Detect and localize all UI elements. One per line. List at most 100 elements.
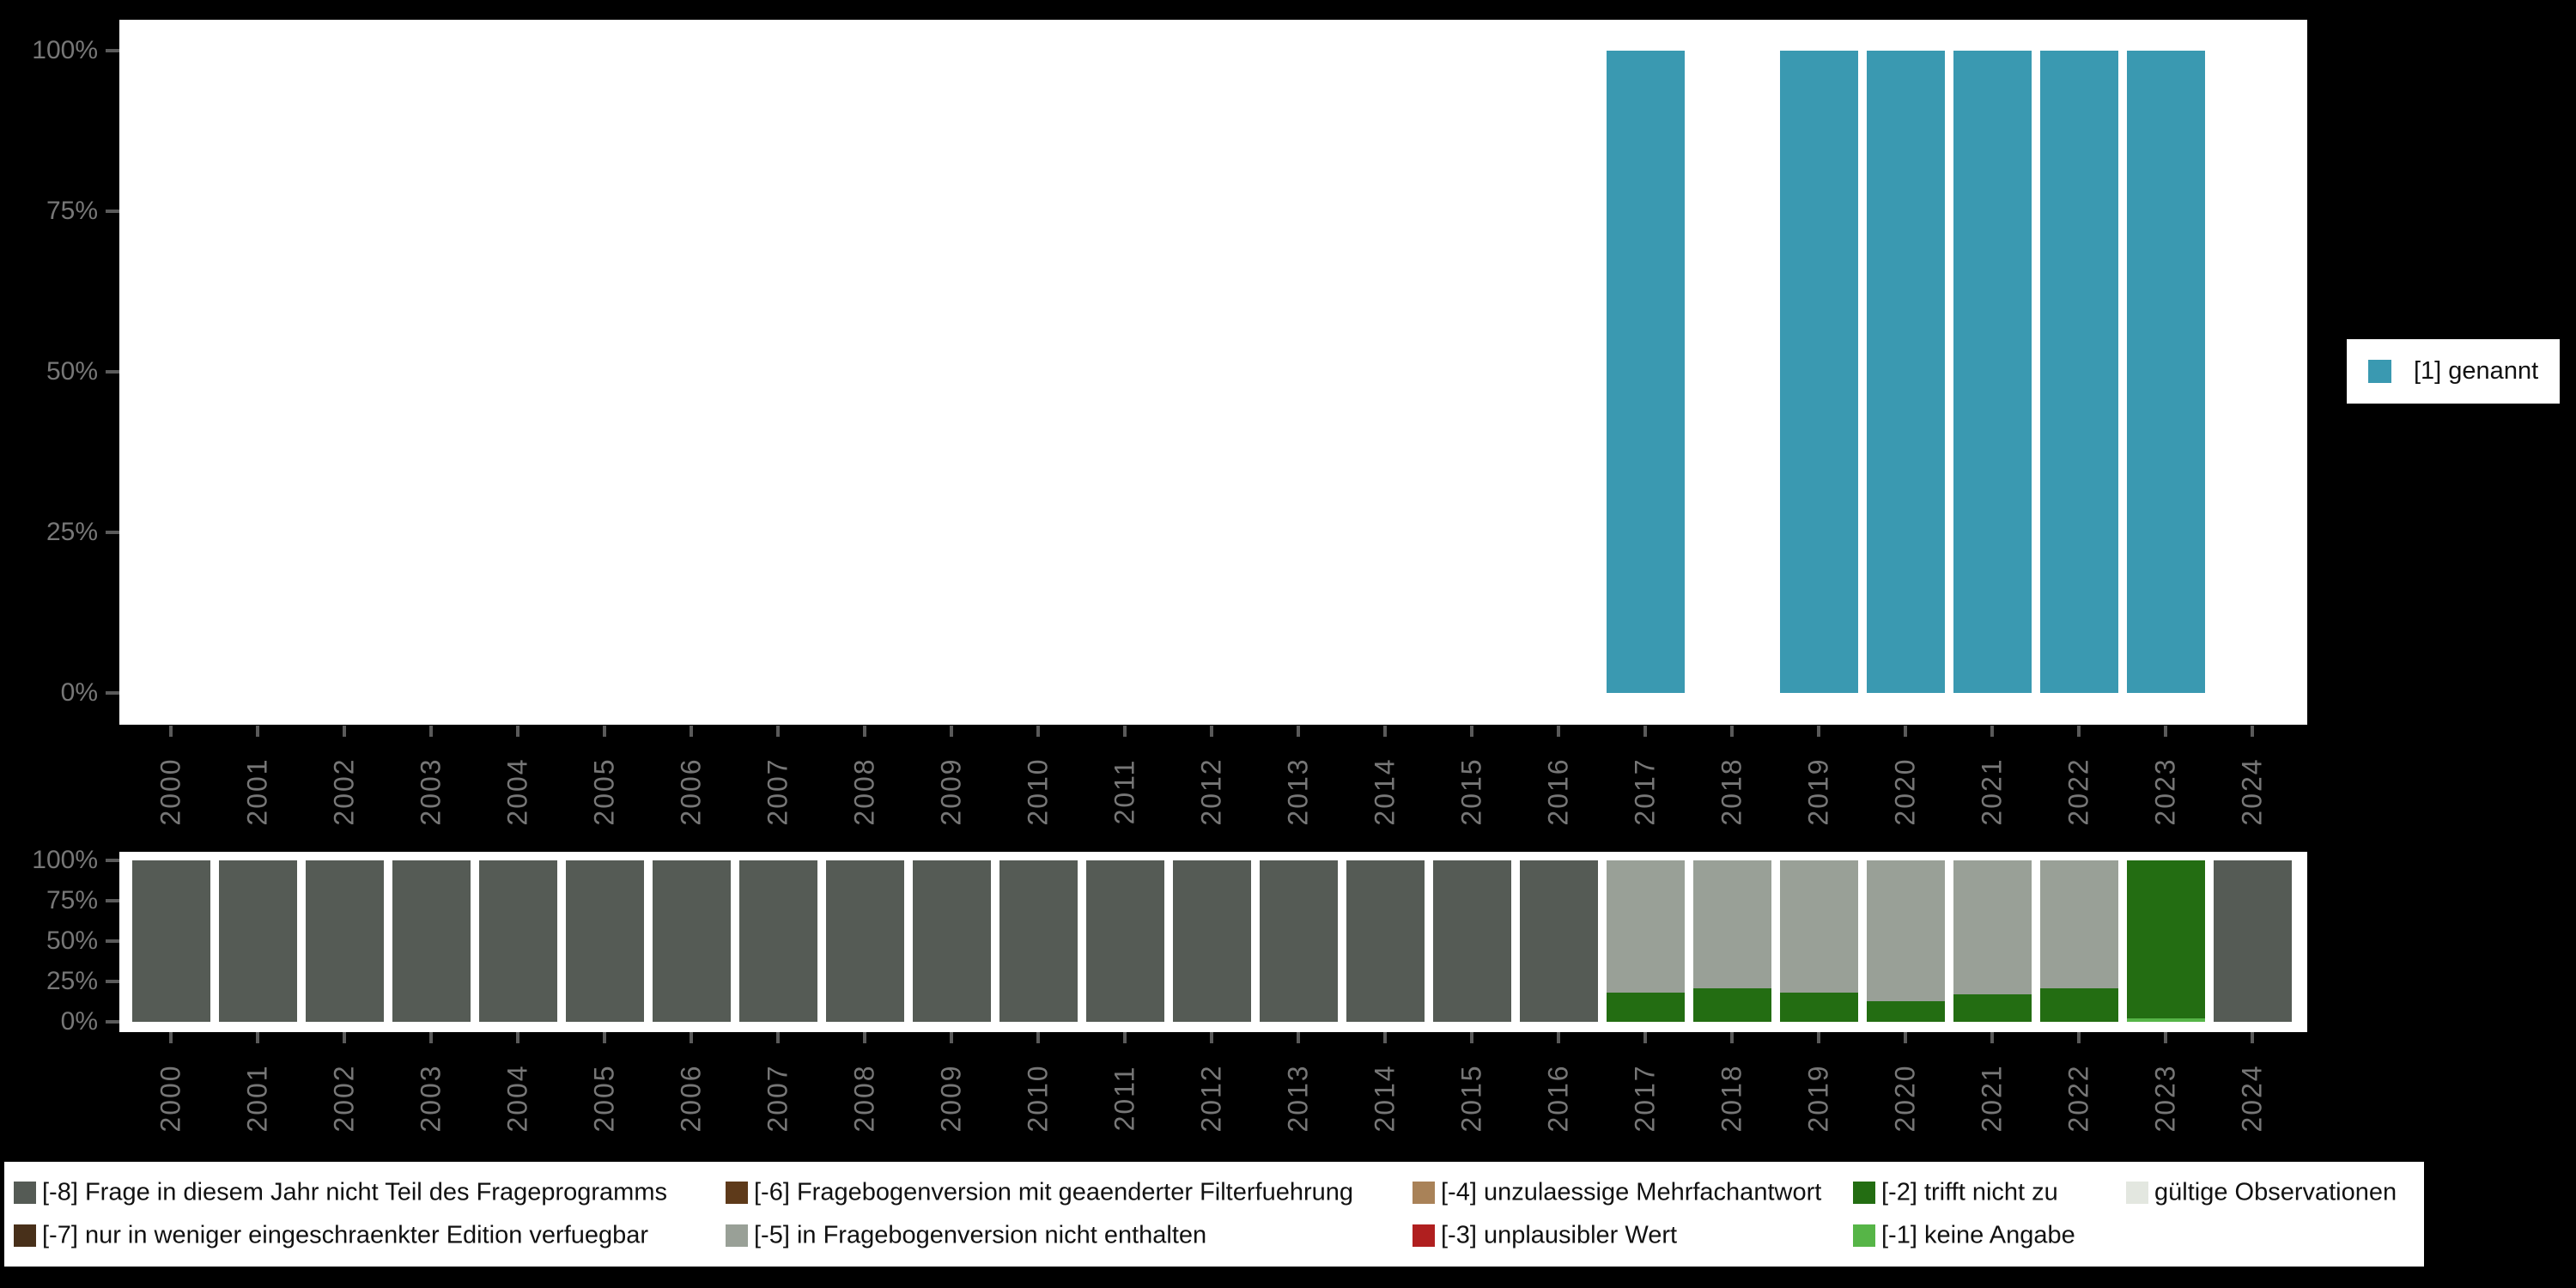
x-tick-label-chart2: 2024 <box>2236 1064 2268 1133</box>
x-tick-chart1 <box>2077 726 2081 737</box>
bar-segment <box>652 860 731 1022</box>
bar-segment <box>2126 1018 2205 1022</box>
y-tick-label-chart1: 0% <box>60 678 98 707</box>
x-tick-label-chart1: 2011 <box>1109 758 1140 825</box>
y-tick-chart1 <box>106 210 119 213</box>
x-tick-label-chart1: 2014 <box>1369 757 1400 826</box>
legend-label: [-8] Frage in diesem Jahr nicht Teil des… <box>42 1178 667 1206</box>
x-tick-label-chart1: 2004 <box>501 757 533 826</box>
x-tick-chart2 <box>1990 1032 1994 1043</box>
bar-segment <box>2039 51 2118 693</box>
x-tick-label-chart1: 2009 <box>935 757 967 826</box>
x-tick-label-chart2: 2018 <box>1716 1064 1747 1133</box>
x-tick-chart2 <box>2077 1032 2081 1043</box>
y-tick-chart1 <box>106 49 119 52</box>
x-tick-label-chart2: 2012 <box>1195 1064 1227 1133</box>
x-tick-chart2 <box>1297 1032 1300 1043</box>
bar-segment <box>1953 51 2032 693</box>
y-tick-label-chart1: 100% <box>32 36 98 64</box>
bar-segment <box>1953 860 2032 995</box>
legend-label: [-3] unplausibler Wert <box>1441 1221 1678 1249</box>
x-tick-label-chart1: 2005 <box>588 757 620 826</box>
x-tick-label-chart1: 2003 <box>415 757 447 826</box>
x-tick-label-chart1: 2024 <box>2236 757 2268 826</box>
x-tick-chart1 <box>1557 726 1560 737</box>
bar-segment <box>1519 860 1598 1022</box>
x-tick-chart1 <box>343 726 346 737</box>
bar-segment <box>2039 987 2118 1022</box>
y-tick-chart2 <box>106 1020 119 1024</box>
x-tick-label-chart1: 2001 <box>241 757 273 826</box>
legend-right: [1] genannt <box>2347 339 2560 404</box>
x-tick-chart1 <box>776 726 780 737</box>
x-tick-chart1 <box>1297 726 1300 737</box>
legend-label: [-2] trifft nicht zu <box>1881 1178 2058 1206</box>
x-tick-chart1 <box>1643 726 1647 737</box>
y-tick-chart1 <box>106 531 119 534</box>
y-tick-chart2 <box>106 980 119 983</box>
bar-segment <box>2126 51 2205 693</box>
y-tick-label-chart2: 25% <box>46 967 98 995</box>
x-tick-label-chart2: 2008 <box>848 1064 880 1133</box>
bar-segment <box>1085 860 1164 1022</box>
bar-segment <box>912 860 991 1022</box>
x-tick-chart2 <box>863 1032 866 1043</box>
x-tick-label-chart1: 2008 <box>848 757 880 826</box>
x-tick-label-chart2: 2013 <box>1282 1064 1314 1133</box>
x-tick-chart1 <box>1990 726 1994 737</box>
x-tick-label-chart1: 2013 <box>1282 757 1314 826</box>
x-tick-label-chart2: 2016 <box>1542 1064 1574 1133</box>
x-tick-label-chart1: 2012 <box>1195 757 1227 826</box>
legend-swatch <box>1413 1224 1435 1247</box>
x-tick-label-chart2: 2023 <box>2149 1064 2181 1133</box>
x-tick-chart2 <box>2251 1032 2254 1043</box>
x-tick-label-chart2: 2003 <box>415 1064 447 1133</box>
bar-segment <box>131 860 210 1022</box>
x-tick-label-chart2: 2001 <box>241 1064 273 1133</box>
x-tick-chart1 <box>1730 726 1734 737</box>
legend-bottom: [-8] Frage in diesem Jahr nicht Teil des… <box>4 1162 2424 1267</box>
x-tick-chart2 <box>516 1032 519 1043</box>
x-tick-chart1 <box>950 726 953 737</box>
x-tick-chart2 <box>429 1032 433 1043</box>
x-tick-chart1 <box>1383 726 1387 737</box>
y-tick-label-chart1: 75% <box>46 197 98 225</box>
y-tick-chart2 <box>106 899 119 902</box>
bar-segment <box>218 860 297 1022</box>
x-tick-chart1 <box>2251 726 2254 737</box>
legend-label: [-6] Fragebogenversion mit geaenderter F… <box>754 1178 1353 1206</box>
x-tick-chart2 <box>1470 1032 1473 1043</box>
x-tick-chart2 <box>1730 1032 1734 1043</box>
x-tick-chart1 <box>1904 726 1907 737</box>
legend-label: gültige Observationen <box>2154 1178 2397 1206</box>
bar-segment <box>392 860 471 1022</box>
x-tick-chart2 <box>776 1032 780 1043</box>
bar-segment <box>738 860 817 1022</box>
x-tick-chart1 <box>1210 726 1213 737</box>
legend-label: [-7] nur in weniger eingeschraenkter Edi… <box>42 1221 649 1249</box>
x-tick-chart2 <box>1036 1032 1040 1043</box>
legend-label: [-4] unzulaessige Mehrfachantwort <box>1441 1178 1822 1206</box>
x-tick-chart2 <box>2164 1032 2167 1043</box>
x-tick-label-chart1: 2016 <box>1542 757 1574 826</box>
x-tick-label-chart2: 2019 <box>1802 1064 1834 1133</box>
x-tick-label-chart2: 2006 <box>675 1064 707 1133</box>
bar-segment <box>1606 860 1685 993</box>
x-tick-chart2 <box>690 1032 693 1043</box>
legend-swatch <box>1853 1224 1875 1247</box>
bar-segment <box>1692 987 1771 1022</box>
x-tick-chart1 <box>2164 726 2167 737</box>
bar-segment <box>1779 51 1858 693</box>
bar-segment <box>1866 860 1945 1001</box>
x-tick-chart2 <box>169 1032 173 1043</box>
x-tick-label-chart1: 2010 <box>1022 757 1054 826</box>
x-tick-label-chart2: 2020 <box>1889 1064 1921 1133</box>
x-tick-chart2 <box>1210 1032 1213 1043</box>
x-tick-label-chart1: 2015 <box>1455 757 1487 826</box>
legend-label: [-1] keine Angabe <box>1881 1221 2075 1249</box>
y-tick-chart2 <box>106 939 119 943</box>
legend-swatch <box>14 1182 36 1204</box>
legend-swatch <box>1853 1182 1875 1204</box>
y-tick-chart1 <box>106 691 119 695</box>
